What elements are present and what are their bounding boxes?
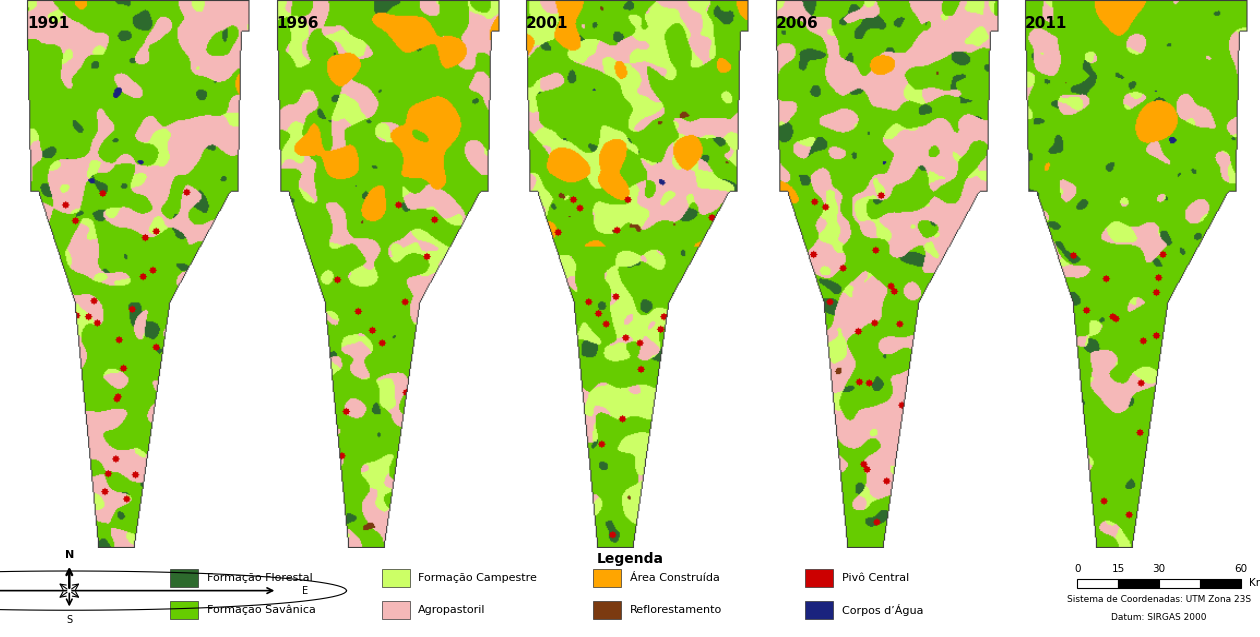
Text: Legenda: Legenda — [596, 552, 664, 566]
Text: 30: 30 — [1153, 564, 1166, 574]
Bar — [1201, 579, 1241, 588]
Bar — [805, 601, 833, 619]
Text: 15: 15 — [1111, 564, 1125, 574]
Text: Área Construída: Área Construída — [630, 573, 719, 583]
Text: Formação Campestre: Formação Campestre — [418, 573, 537, 583]
Text: 0: 0 — [1074, 564, 1081, 574]
Text: Formação Florestal: Formação Florestal — [207, 573, 312, 583]
Text: 2011: 2011 — [1026, 17, 1067, 31]
Text: E: E — [302, 585, 309, 596]
Text: 60: 60 — [1235, 564, 1247, 574]
Bar — [593, 601, 621, 619]
Bar — [805, 569, 833, 587]
Text: 2006: 2006 — [776, 17, 818, 31]
Bar — [1119, 579, 1159, 588]
Bar — [593, 569, 621, 587]
Text: Formação Savânica: Formação Savânica — [207, 605, 315, 615]
Text: Reflorestamento: Reflorestamento — [630, 605, 722, 615]
Bar — [170, 569, 198, 587]
Text: N: N — [64, 550, 74, 561]
Text: Agropastoril: Agropastoril — [418, 605, 486, 615]
Bar — [382, 601, 410, 619]
Text: Sistema de Coordenadas: UTM Zona 23S: Sistema de Coordenadas: UTM Zona 23S — [1067, 595, 1251, 604]
Text: Km: Km — [1249, 578, 1260, 589]
Text: Corpos d’Água: Corpos d’Água — [842, 605, 924, 616]
Text: 1996: 1996 — [277, 17, 319, 31]
Bar — [1159, 579, 1200, 588]
Text: S: S — [67, 615, 72, 625]
Bar — [170, 601, 198, 619]
Text: 2001: 2001 — [527, 17, 568, 31]
Text: Pivô Central: Pivô Central — [842, 573, 908, 583]
Text: 1991: 1991 — [28, 17, 69, 31]
Text: Datum: SIRGAS 2000: Datum: SIRGAS 2000 — [1111, 613, 1207, 622]
Bar — [1077, 579, 1119, 588]
Bar — [382, 569, 410, 587]
